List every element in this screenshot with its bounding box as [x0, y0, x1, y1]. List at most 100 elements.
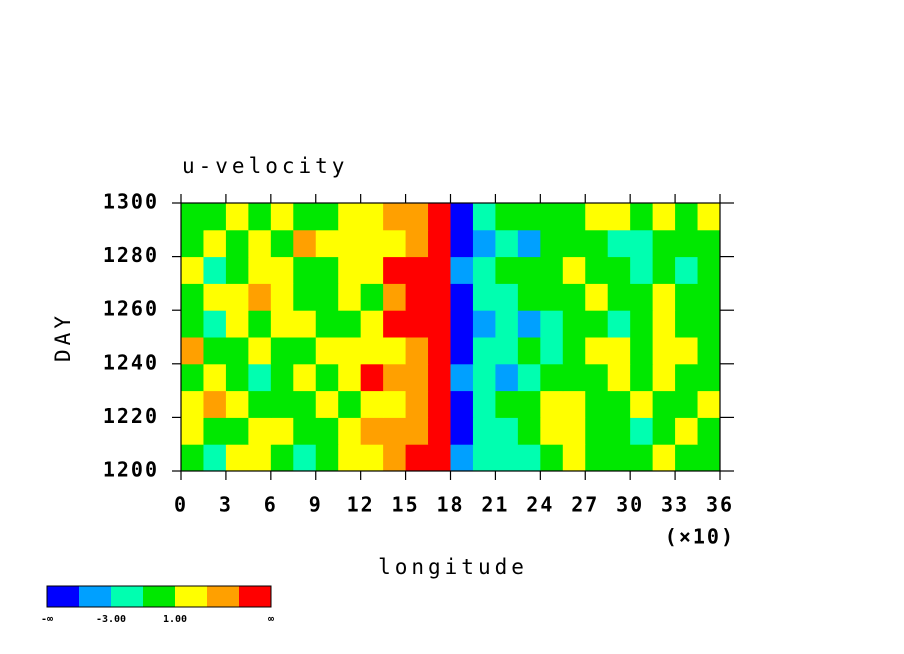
- heat-cell: [248, 337, 272, 365]
- heat-cell: [383, 417, 407, 445]
- heat-cell: [630, 283, 654, 311]
- heat-cell: [270, 337, 294, 365]
- heat-cell: [338, 203, 362, 231]
- colorbar-label: 1.00: [163, 614, 187, 625]
- heat-cell: [293, 390, 317, 418]
- heat-cell: [495, 363, 519, 392]
- heat-cell: [383, 310, 407, 338]
- heat-cell: [585, 363, 609, 392]
- heat-cell: [225, 256, 249, 284]
- heat-cell: [360, 337, 384, 365]
- heat-cell: [585, 390, 609, 418]
- heat-cell: [495, 203, 519, 231]
- heat-cell: [248, 444, 272, 472]
- heat-cell: [675, 417, 699, 445]
- heat-cell: [203, 283, 227, 311]
- heat-cell: [293, 256, 317, 284]
- heat-cell: [472, 283, 496, 311]
- heat-cell: [338, 229, 362, 258]
- heat-cell: [181, 337, 204, 365]
- heat-cell: [248, 363, 272, 392]
- heat-cell: [675, 283, 699, 311]
- heat-cell: [517, 256, 541, 284]
- heat-cell: [652, 417, 676, 445]
- heat-cell: [495, 390, 519, 418]
- heat-cell: [517, 444, 541, 472]
- heat-cell: [315, 444, 339, 472]
- heat-cell: [405, 310, 429, 338]
- heat-cell: [181, 256, 204, 284]
- heat-cell: [675, 310, 699, 338]
- heat-cell: [383, 256, 407, 284]
- heat-cell: [675, 337, 699, 365]
- heat-cell: [293, 203, 317, 231]
- heat-cell: [248, 256, 272, 284]
- heat-cell: [181, 229, 204, 258]
- heat-cell: [225, 390, 249, 418]
- colorbar-label: -∞: [41, 614, 53, 625]
- heat-cell: [270, 310, 294, 338]
- heat-cell: [697, 444, 721, 472]
- heat-cell: [697, 310, 721, 338]
- colorbar-swatch: [47, 586, 79, 607]
- x-tick-label: 27: [571, 493, 599, 517]
- heat-cell: [225, 363, 249, 392]
- heat-cell: [585, 310, 609, 338]
- colorbar-label: ∞: [268, 614, 274, 625]
- heat-cell: [405, 390, 429, 418]
- heat-cell: [203, 444, 227, 472]
- heat-cell: [607, 390, 631, 418]
- heat-cell: [270, 444, 294, 472]
- colorbar-swatch: [143, 586, 175, 607]
- heat-cell: [585, 203, 609, 231]
- heat-cell: [472, 310, 496, 338]
- heat-cell: [472, 256, 496, 284]
- heat-cell: [428, 390, 451, 418]
- heat-cell: [405, 203, 429, 231]
- x-multiplier: (×10): [665, 525, 735, 549]
- heat-cell: [675, 363, 699, 392]
- heat-cell: [607, 229, 631, 258]
- heat-cell: [315, 363, 339, 392]
- heat-cell: [203, 337, 227, 365]
- heat-cell: [607, 256, 631, 284]
- heat-cell: [428, 417, 451, 445]
- heat-cell: [360, 229, 384, 258]
- heat-cell: [562, 310, 586, 338]
- heat-cell: [517, 417, 541, 445]
- y-axis-label: DAY: [51, 312, 75, 362]
- heat-cell: [562, 229, 586, 258]
- x-tick-label: 21: [481, 493, 509, 517]
- x-tick-label: 12: [347, 493, 375, 517]
- heat-cell: [630, 203, 654, 231]
- heat-cell: [270, 203, 294, 231]
- heat-cell: [428, 363, 451, 392]
- y-tick-label: 1260: [103, 297, 159, 321]
- heat-cell: [248, 417, 272, 445]
- heat-cell: [562, 337, 586, 365]
- heat-cell: [360, 256, 384, 284]
- x-axis-label: longitude: [378, 555, 528, 579]
- x-tick-label: 9: [309, 493, 323, 517]
- heat-cell: [630, 310, 654, 338]
- heat-cell: [315, 390, 339, 418]
- heat-cell: [540, 203, 564, 231]
- heat-cell: [495, 256, 519, 284]
- heat-cell: [472, 203, 496, 231]
- heat-cell: [248, 203, 272, 231]
- heat-cell: [383, 444, 407, 472]
- heat-cell: [540, 417, 564, 445]
- heat-cell: [203, 229, 227, 258]
- heat-cell: [383, 283, 407, 311]
- heat-cell: [585, 229, 609, 258]
- heat-cell: [203, 310, 227, 338]
- heat-cell: [383, 337, 407, 365]
- heat-cell: [428, 283, 451, 311]
- heat-cell: [181, 444, 204, 472]
- heat-cell: [540, 363, 564, 392]
- heat-cell: [585, 283, 609, 311]
- heat-cell: [472, 229, 496, 258]
- heat-cell: [652, 444, 676, 472]
- heat-cell: [630, 337, 654, 365]
- heat-cell: [675, 444, 699, 472]
